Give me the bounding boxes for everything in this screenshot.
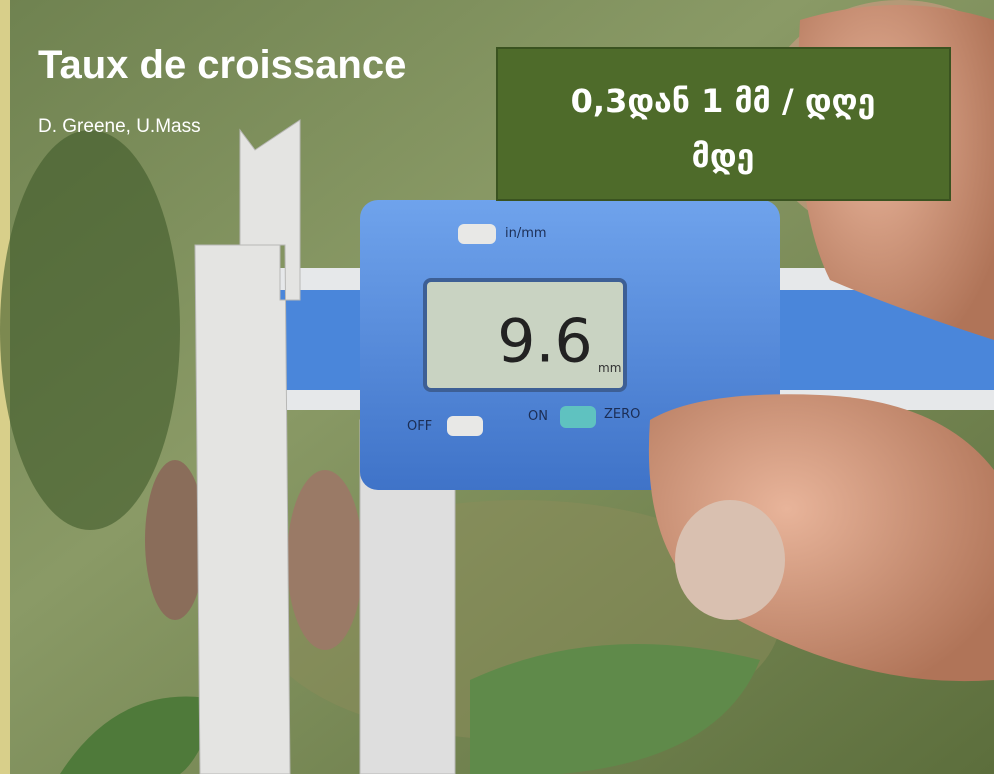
off-label: OFF [407, 419, 432, 434]
mode-button-label: in/mm [505, 226, 547, 241]
slide: in/mm 9.6 mm OFF ON ZERO Taux de croissa… [0, 0, 994, 774]
slide-subtitle: D. Greene, U.Mass [38, 116, 201, 137]
display-reading: 9.6 [497, 307, 592, 377]
display-unit: mm [598, 361, 621, 375]
slide-title: Taux de croissance [38, 43, 406, 87]
callout-box [497, 48, 950, 200]
on-label: ON [528, 409, 548, 424]
callout-line: 0,3დან 1 მმ / დღე [571, 82, 876, 120]
callout-line: მდე [692, 137, 755, 175]
page: in/mm 9.6 mm OFF ON ZERO Taux de croissa… [0, 0, 994, 774]
zero-label: ZERO [604, 407, 640, 422]
